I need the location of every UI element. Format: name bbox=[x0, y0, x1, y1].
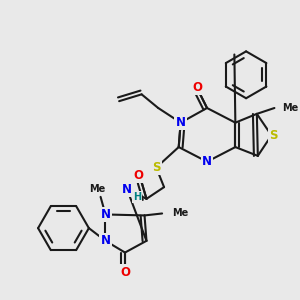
Text: Me: Me bbox=[282, 103, 298, 113]
Text: H: H bbox=[133, 192, 141, 202]
Text: S: S bbox=[152, 161, 160, 174]
Text: N: N bbox=[176, 116, 186, 129]
Text: N: N bbox=[100, 208, 110, 221]
Text: O: O bbox=[192, 81, 202, 94]
Text: Me: Me bbox=[89, 184, 106, 194]
Text: O: O bbox=[120, 266, 130, 279]
Text: N: N bbox=[202, 155, 212, 168]
Text: N: N bbox=[100, 234, 110, 247]
Text: S: S bbox=[269, 129, 278, 142]
Text: O: O bbox=[134, 169, 144, 182]
Text: Me: Me bbox=[172, 208, 188, 218]
Text: N: N bbox=[122, 183, 132, 196]
